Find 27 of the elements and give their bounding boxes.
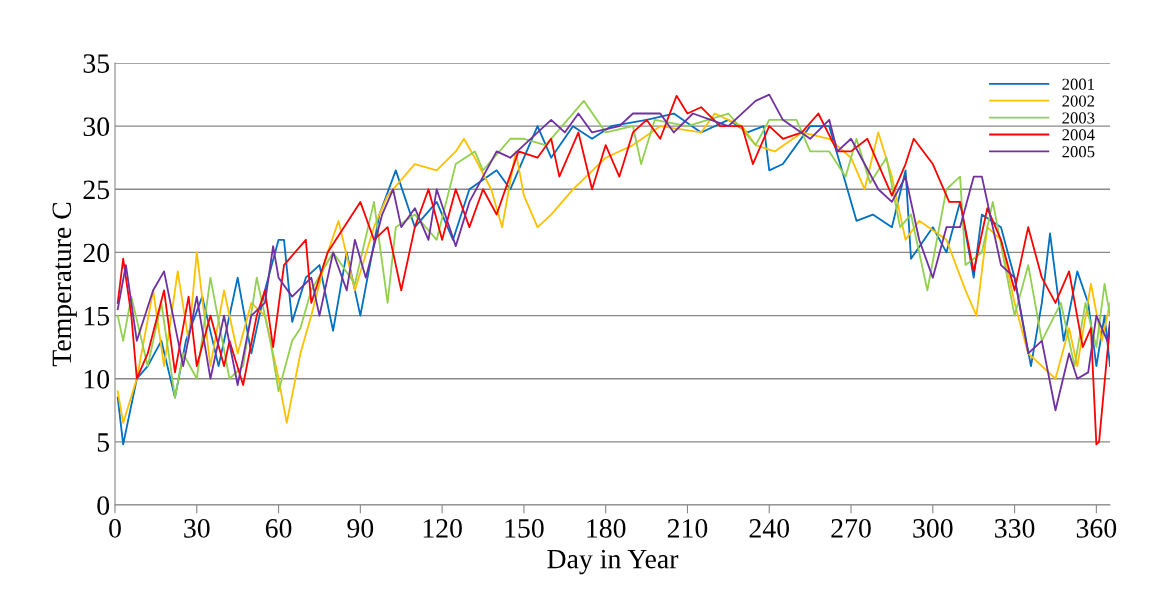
- y-tick-label: 25: [83, 180, 110, 200]
- y-tick-label: 5: [97, 433, 110, 452]
- x-tick-label: 210: [667, 519, 708, 538]
- x-axis-title: Day in Year: [547, 549, 679, 575]
- x-tick-label: 30: [184, 519, 210, 538]
- legend-label: 2001: [1062, 78, 1094, 90]
- legend-label: 2005: [1062, 146, 1095, 158]
- x-tick-label: 300: [913, 519, 953, 538]
- x-tick-label: 330: [995, 519, 1035, 538]
- x-tick-label: 90: [347, 519, 374, 538]
- y-tick-label: 30: [83, 117, 110, 137]
- x-tick-label: 150: [505, 519, 544, 538]
- x-tick-label: 270: [831, 519, 871, 538]
- y-tick-label: 35: [83, 54, 110, 73]
- x-tick-label: 240: [749, 519, 790, 538]
- legend-label: 2003: [1062, 112, 1095, 124]
- legend-label: 2002: [1062, 95, 1095, 107]
- y-tick-label: 20: [83, 243, 110, 263]
- x-tick-label: 60: [265, 519, 292, 538]
- legend-label: 2004: [1062, 129, 1095, 141]
- x-tick-label: 360: [1076, 519, 1117, 538]
- x-tick-label: 120: [423, 519, 462, 538]
- x-tick-label: 180: [587, 519, 626, 538]
- y-tick-label: 0: [97, 496, 110, 515]
- y-tick-label: 10: [84, 369, 110, 389]
- y-tick-label: 15: [84, 306, 110, 326]
- y-axis-title: Temperature C: [52, 202, 77, 367]
